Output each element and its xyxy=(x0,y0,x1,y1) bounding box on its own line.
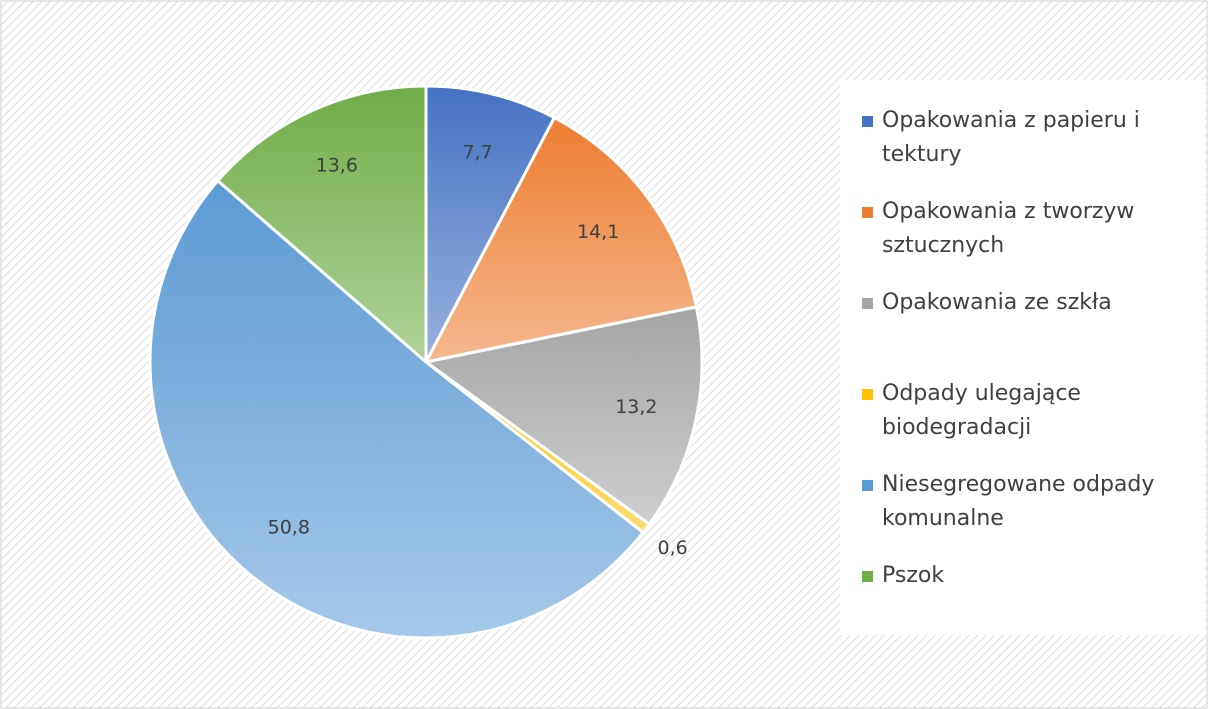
legend-item: Pszok xyxy=(862,559,1208,593)
legend-label: Opakowania ze szkła xyxy=(882,290,1112,315)
pie-slice xyxy=(422,305,704,527)
data-label: 7,7 xyxy=(462,141,492,163)
legend-item: Opakowania z tworzyw sztucznych xyxy=(862,195,1208,263)
legend-swatch xyxy=(862,389,873,400)
data-label: 14,1 xyxy=(577,221,619,243)
legend-label: Opakowania z tworzyw sztucznych xyxy=(882,199,1135,258)
legend-label: Pszok xyxy=(882,563,945,588)
pie-slice xyxy=(148,178,646,640)
legend-item: Opakowania z papieru i tektury xyxy=(862,104,1208,172)
legend-swatch xyxy=(862,298,873,309)
legend-swatch xyxy=(862,480,873,491)
pie-slice xyxy=(424,84,557,363)
data-label: 13,6 xyxy=(316,155,358,177)
legend-swatch xyxy=(862,571,873,582)
data-label: 13,2 xyxy=(615,396,657,418)
legend-item: Opakowania ze szkła xyxy=(862,286,1208,320)
legend: Opakowania z papieru i tektury Opakowania… xyxy=(840,80,1205,635)
data-label: 0,6 xyxy=(658,537,688,559)
legend-swatch xyxy=(862,207,873,218)
legend-item: Odpady ulegające biodegradacji xyxy=(862,377,1208,445)
legend-label: Opakowania z papieru i tektury xyxy=(882,108,1140,167)
legend-item: Niesegregowane odpady komunalne xyxy=(862,468,1208,536)
data-label: 50,8 xyxy=(268,516,310,538)
legend-label: Odpady ulegające biodegradacji xyxy=(882,381,1081,440)
legend-swatch xyxy=(862,116,873,127)
pie-slice xyxy=(215,84,428,366)
legend-label: Niesegregowane odpady komunalne xyxy=(882,472,1155,531)
pie-slice xyxy=(423,115,699,365)
